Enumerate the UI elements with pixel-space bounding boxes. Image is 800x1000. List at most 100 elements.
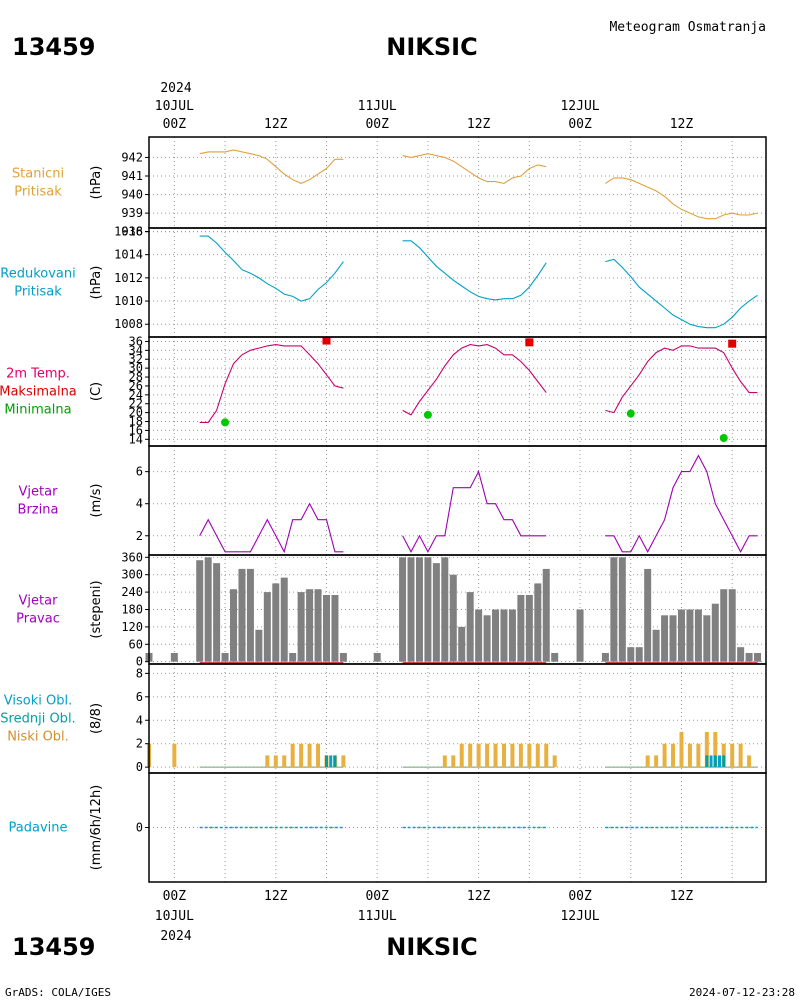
y-tick-label: 28 [129, 370, 143, 384]
y-tick-label: 16 [129, 423, 143, 437]
min-temp-marker [221, 418, 230, 427]
wind-direction-bar [728, 589, 736, 662]
low-cloud-bar [527, 743, 532, 768]
panel-frames [145, 136, 767, 883]
wind-direction-bar [432, 563, 440, 662]
wind-direction-bar [601, 652, 609, 662]
series-line-reduced-pressure [402, 240, 547, 301]
low-cloud-bar [518, 743, 523, 768]
day-label-bottom: 12JUL [560, 909, 599, 924]
time-tick-bottom: 12Z [264, 889, 288, 904]
panel-frame-station-pressure [148, 136, 767, 229]
y-tick-label: 26 [129, 379, 143, 393]
low-cloud-bar [730, 743, 735, 768]
station-name-bottom: NIKSIC [386, 933, 477, 961]
y-axis-label: (stepeni) [89, 580, 104, 638]
time-tick-bottom: 12Z [670, 889, 694, 904]
wind-direction-bar [711, 603, 719, 662]
low-cloud-bar [468, 743, 473, 768]
series-line-temperature [605, 345, 758, 414]
wind-direction-bar [322, 595, 330, 662]
low-cloud-bar [341, 755, 346, 768]
low-cloud-bar [662, 743, 667, 768]
y-tick-label: 14 [129, 432, 143, 446]
mid-cloud-bar [722, 755, 726, 768]
panel-label: Pritisak [14, 285, 62, 300]
wind-direction-bar [230, 589, 238, 662]
y-tick-label: 939 [121, 206, 143, 220]
wind-direction-bar [542, 568, 550, 662]
low-cloud-bar [299, 743, 304, 768]
wind-direction-bar [280, 577, 288, 662]
wind-direction-bar [500, 609, 508, 662]
wind-direction-bar [475, 609, 483, 662]
series-line-station-pressure [402, 153, 547, 184]
day-label-bottom: 10JUL [155, 909, 194, 924]
chart-title: Meteogram Osmatranja [609, 20, 766, 35]
high-cloud-bar [718, 755, 722, 768]
wind-direction-bar [331, 595, 339, 662]
wind-direction-bar [661, 615, 669, 662]
series-line-temperature [199, 344, 344, 423]
low-cloud-bar [172, 743, 177, 768]
panel-frame-precipitation [148, 772, 767, 883]
series-line-station-pressure [199, 149, 344, 185]
wind-direction-bar [525, 595, 533, 662]
y-axis-label: (hPa) [89, 266, 104, 300]
time-tick-bottom: 12Z [467, 889, 491, 904]
y-tick-label: 180 [121, 603, 143, 617]
wind-direction-bar [492, 609, 500, 662]
panel-label: Padavine [9, 821, 68, 836]
wind-direction-bar [170, 652, 178, 662]
low-cloud-bar [273, 755, 278, 768]
panel-label: Pritisak [14, 185, 62, 200]
panel-label: 2m Temp. [6, 367, 70, 382]
y-tick-label: 1012 [114, 271, 143, 285]
panel-label: Vjetar [19, 485, 59, 500]
panel-label: Redukovani [0, 267, 75, 282]
y-tick-label: 4 [136, 497, 143, 511]
panel-label: Brzina [18, 503, 59, 518]
y-tick-label: 20 [129, 406, 143, 420]
low-cloud-bar [738, 743, 743, 768]
panel-frame-wind-speed [148, 445, 767, 556]
y-tick-label: 0 [136, 821, 143, 835]
wind-direction-bar [196, 560, 204, 662]
wind-direction-bar [508, 609, 516, 662]
wind-direction-bar [627, 647, 635, 662]
y-tick-label: 2 [136, 737, 143, 751]
panel-frame-temperature [148, 336, 767, 447]
y-tick-label: 6 [136, 465, 143, 479]
wind-direction-bar [534, 583, 542, 662]
wind-direction-bar [635, 647, 643, 662]
y-tick-label: 942 [121, 150, 143, 164]
panel-label: Maksimalna [0, 385, 77, 400]
low-cloud-bar [451, 755, 456, 768]
y-tick-label: 300 [121, 568, 143, 582]
high-cloud-bar [709, 755, 713, 768]
wind-direction-bar [618, 557, 626, 662]
low-cloud-bar [679, 731, 684, 768]
wind-direction-bar [238, 568, 246, 662]
wind-direction-bar [694, 609, 702, 662]
low-cloud-bar [645, 755, 650, 768]
panel-label: Srednji Obl. [0, 712, 75, 727]
low-cloud-bar [704, 731, 709, 768]
wind-direction-bar [449, 574, 457, 662]
wind-direction-bar [703, 615, 711, 662]
low-cloud-bar [544, 743, 549, 768]
y-tick-label: 8 [136, 666, 143, 680]
wind-direction-bar [263, 592, 271, 662]
time-tick-top: 00Z [163, 117, 187, 132]
series-line-reduced-pressure [199, 235, 344, 302]
low-cloud-bar [290, 743, 295, 768]
low-cloud-bar [687, 743, 692, 768]
wind-direction-bar [669, 615, 677, 662]
year-top: 2024 [160, 81, 191, 96]
min-temp-marker [423, 410, 432, 419]
time-tick-top: 00Z [365, 117, 389, 132]
wind-direction-bar [754, 652, 762, 662]
y-tick-label: 1008 [114, 317, 143, 331]
y-tick-label: 6 [136, 690, 143, 704]
